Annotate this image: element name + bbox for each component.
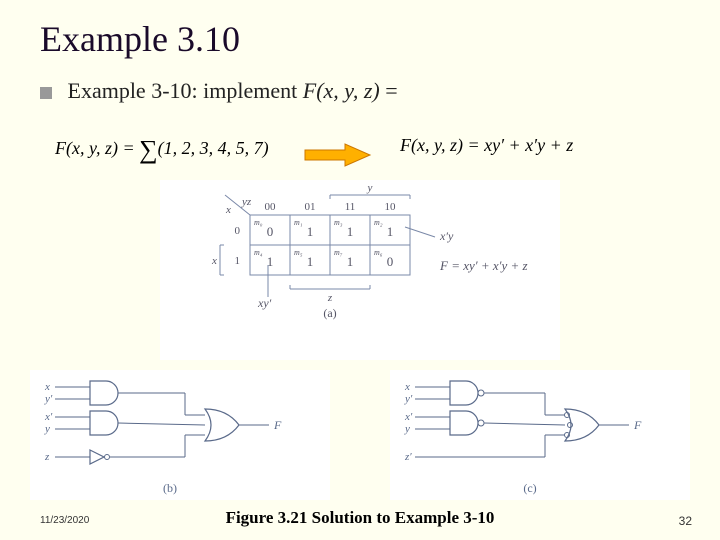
svg-text:F: F [633,418,642,432]
svg-text:10: 10 [385,201,397,213]
svg-text:1: 1 [235,255,241,267]
svg-text:yz: yz [241,196,252,208]
svg-text:1: 1 [307,254,314,269]
svg-text:m₂: m₂ [374,218,383,227]
bullet-func: F [303,78,316,103]
svg-text:m₇: m₇ [334,248,343,257]
svg-text:y′: y′ [44,393,53,405]
svg-text:11: 11 [345,201,356,213]
circuit-c: xy′ x′y z′ F (c) [390,370,690,500]
svg-text:x: x [225,204,231,216]
footer-date: 11/23/2020 [40,515,89,526]
svg-text:00: 00 [265,201,277,213]
svg-text:x′: x′ [44,411,53,423]
footer-caption: Figure 3.21 Solution to Example 3-10 [200,508,520,528]
svg-text:z: z [44,451,50,463]
svg-text:x: x [211,255,217,267]
bullet-args: (x, y, z) [316,78,380,103]
svg-text:m₃: m₃ [334,218,343,227]
eq-left-pre: F(x, y, z) = [55,138,139,158]
svg-text:y: y [367,182,373,194]
circuit-b: xy′ x′y z F (b) [30,370,330,500]
slide-title: Example 3.10 [40,18,240,60]
svg-text:m₀: m₀ [254,218,263,227]
svg-text:0: 0 [235,225,241,237]
svg-text:F: F [273,418,282,432]
bullet-icon [40,87,52,99]
svg-text:x′y: x′y [439,229,454,243]
equation-right: F(x, y, z) = xy′ + x′y + z [400,135,573,156]
svg-text:z′: z′ [404,451,412,463]
eq-left-list: (1, 2, 3, 4, 5, 7) [158,138,269,158]
svg-text:1: 1 [347,254,354,269]
bullet-line: Example 3-10: implement F(x, y, z) = [40,78,398,104]
svg-text:1: 1 [387,224,394,239]
bullet-text-pre: Example 3-10: implement [68,78,303,103]
svg-text:(c): (c) [523,481,536,495]
svg-text:1: 1 [307,224,314,239]
svg-text:m₁: m₁ [294,218,303,227]
svg-text:y′: y′ [404,393,413,405]
page-number: 32 [679,514,692,528]
bullet-eq: = [380,78,398,103]
svg-text:0: 0 [267,224,274,239]
sigma-icon: ∑ [139,135,158,164]
svg-text:F = xy′ + x′y + z: F = xy′ + x′y + z [439,258,528,273]
equation-left: F(x, y, z) = ∑(1, 2, 3, 4, 5, 7) [55,135,269,165]
svg-text:m₆: m₆ [374,248,383,257]
svg-text:0: 0 [387,254,394,269]
svg-text:(a): (a) [323,306,336,320]
svg-text:x: x [404,381,410,393]
svg-text:xy′: xy′ [257,296,272,310]
svg-text:1: 1 [347,224,354,239]
svg-text:m₅: m₅ [294,248,303,257]
svg-text:y: y [44,423,50,435]
svg-text:(b): (b) [163,481,177,495]
svg-text:y: y [404,423,410,435]
svg-text:x′: x′ [404,411,413,423]
kmap-diagram: yzx0001111001m₀0m₁1m₃1m₂1m₄1m₅1m₇1m₆0yxz… [160,180,560,360]
arrow-shape [305,144,370,166]
arrow-icon: (function(){ const d = JSON.parse(docume… [300,140,380,175]
svg-text:z: z [327,292,333,304]
svg-text:m₄: m₄ [254,248,263,257]
svg-text:x: x [44,381,50,393]
svg-text:01: 01 [305,201,316,213]
